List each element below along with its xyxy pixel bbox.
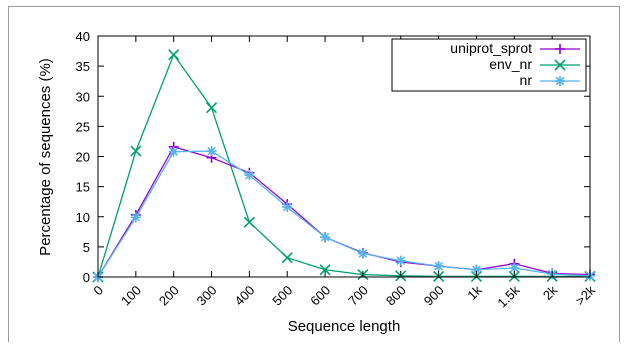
y-tick-label: 30	[76, 89, 90, 104]
series-line-uniprot-sprot	[97, 146, 591, 278]
data-point-env-nr	[281, 252, 293, 264]
data-point-env-nr	[168, 49, 180, 61]
y-axis-label: Percentage of sequences (%)	[37, 58, 54, 256]
x-tick-label: >2k	[572, 282, 598, 308]
x-tick-label: 1k	[464, 282, 485, 303]
y-tick-label: 20	[76, 150, 90, 165]
x-tick-label: 500	[269, 283, 295, 309]
x-tick-label: 900	[421, 283, 447, 309]
data-point-env-nr	[130, 145, 142, 157]
data-point-nr	[433, 261, 444, 272]
data-point-nr	[320, 232, 331, 243]
x-tick-label: 0	[90, 283, 106, 299]
legend-marker-uniprot-sprot	[555, 44, 565, 54]
data-point-nr	[357, 248, 368, 259]
data-point-nr	[471, 264, 482, 275]
x-tick-label: 700	[345, 283, 371, 309]
y-tick-label: 25	[76, 119, 90, 134]
data-point-nr	[395, 255, 406, 266]
y-tick-label: 35	[76, 59, 90, 74]
y-tick-label: 40	[76, 29, 90, 44]
data-point-nr	[130, 212, 141, 223]
data-point-nr	[206, 146, 217, 157]
y-tick-label: 0	[83, 270, 90, 285]
series-nr	[93, 146, 595, 282]
legend-label-nr: nr	[520, 72, 533, 88]
y-tick-label: 15	[76, 180, 90, 195]
y-tick-label: 10	[76, 210, 90, 225]
x-tick-label: 1.5k	[494, 282, 522, 310]
x-tick-label: 300	[194, 283, 220, 309]
legend: uniprot_sprot env_nr nr	[391, 38, 587, 92]
x-tick-label: 600	[307, 283, 333, 309]
data-point-env-nr	[243, 216, 255, 228]
x-tick-label: 200	[156, 283, 182, 309]
data-point-env-nr	[205, 102, 218, 114]
x-tick-label: 2k	[540, 282, 561, 303]
x-tick-label: 100	[118, 283, 144, 309]
legend-marker-nr	[555, 76, 565, 86]
data-point-nr	[282, 202, 293, 213]
x-axis-label: Sequence length	[288, 318, 401, 335]
y-tick-label: 5	[83, 240, 90, 255]
x-tick-label: 400	[232, 283, 258, 309]
x-tick-label: 800	[383, 283, 409, 309]
legend-label-uniprot-sprot: uniprot_sprot	[450, 40, 532, 56]
data-point-env-nr	[319, 264, 331, 276]
data-point-nr	[244, 170, 255, 181]
figure-frame	[8, 6, 620, 342]
legend-label-env-nr: env_nr	[489, 56, 532, 72]
data-point-nr	[168, 146, 179, 157]
legend-marker-env-nr	[554, 59, 566, 71]
series-line-env-nr	[97, 53, 590, 278]
series-uniprot-sprot	[93, 141, 595, 282]
series-line-nr	[97, 150, 591, 278]
